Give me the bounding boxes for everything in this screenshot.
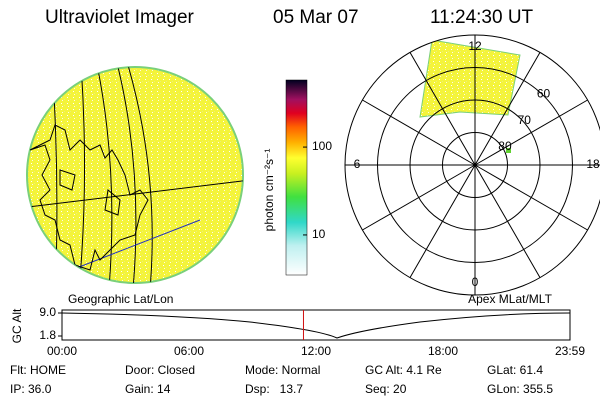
- colorbar: photon cm⁻²s⁻¹ 10 100: [262, 79, 332, 276]
- time-tick-label: 06:00: [174, 344, 204, 358]
- alt-frame: [61, 309, 571, 341]
- status-field: IP: 36.0: [10, 382, 52, 396]
- status-field: GLat: 61.4: [487, 363, 543, 377]
- colorbar-scale: [285, 79, 308, 276]
- date: 05 Mar 07: [273, 7, 359, 28]
- polar-image: [419, 39, 521, 118]
- status-field: Door: Closed: [125, 363, 195, 377]
- title: Ultraviolet Imager: [45, 7, 195, 28]
- header: Ultraviolet Imager 05 Mar 07 11:24:30 UT: [45, 7, 534, 28]
- geographic-image: Geographic Lat/Lon: [26, 66, 244, 306]
- mlat-label: 70: [518, 113, 532, 127]
- time-tick-label: 18:00: [428, 344, 458, 358]
- alt-label: GC Alt: [10, 308, 24, 343]
- caption: Geographic Lat/Lon: [68, 292, 173, 306]
- earth-disk: [26, 66, 244, 284]
- mlat-ring: [377, 67, 573, 263]
- time: 11:24:30 UT: [430, 7, 534, 28]
- map-grid: [27, 67, 243, 283]
- time-tick-label: 23:59: [555, 344, 585, 358]
- time-tick-label: 00:00: [47, 344, 77, 358]
- status-field: GLon: 355.5: [487, 382, 553, 396]
- mlat-label: 80: [498, 139, 512, 153]
- status-field: Gain: 14: [125, 382, 171, 396]
- colorbar-label: photon cm⁻²s⁻¹: [262, 149, 276, 232]
- alt-tick-label: 9.0: [39, 305, 56, 319]
- altitude-panel: GC Alt 9.0 1.8 00:00 06:00 12:00 18:00 23:59: [10, 305, 585, 358]
- status-field: GC Alt: 4.1 Re: [365, 363, 442, 377]
- mlt-label: 6: [354, 157, 361, 171]
- alt-curve: [61, 312, 571, 339]
- mlat-label: 60: [537, 87, 551, 101]
- colorbar-tick-label: 10: [312, 227, 326, 241]
- status-field: Flt: HOME: [10, 363, 66, 377]
- status-field: Dsp: 13.7: [245, 382, 303, 396]
- colorbar-tick-label: 100: [312, 139, 332, 153]
- status-field: Seq: 20: [365, 382, 407, 396]
- footer: Flt: HOME Door: Closed Mode: Normal GC Alt:…: [10, 363, 553, 396]
- mlt-label: 18: [586, 157, 600, 171]
- mlat-ring: [442, 132, 508, 198]
- mlat-ring: [409, 99, 541, 231]
- alt-tick-label: 1.8: [39, 328, 56, 342]
- mlt-label: 0: [472, 275, 479, 289]
- status-field: Mode: Normal: [245, 363, 320, 377]
- polar-caption: Apex MLat/MLT: [468, 292, 552, 306]
- time-tick-label: 12:00: [301, 344, 331, 358]
- polar-spot: [506, 148, 511, 153]
- mlt-label: 12: [468, 39, 482, 53]
